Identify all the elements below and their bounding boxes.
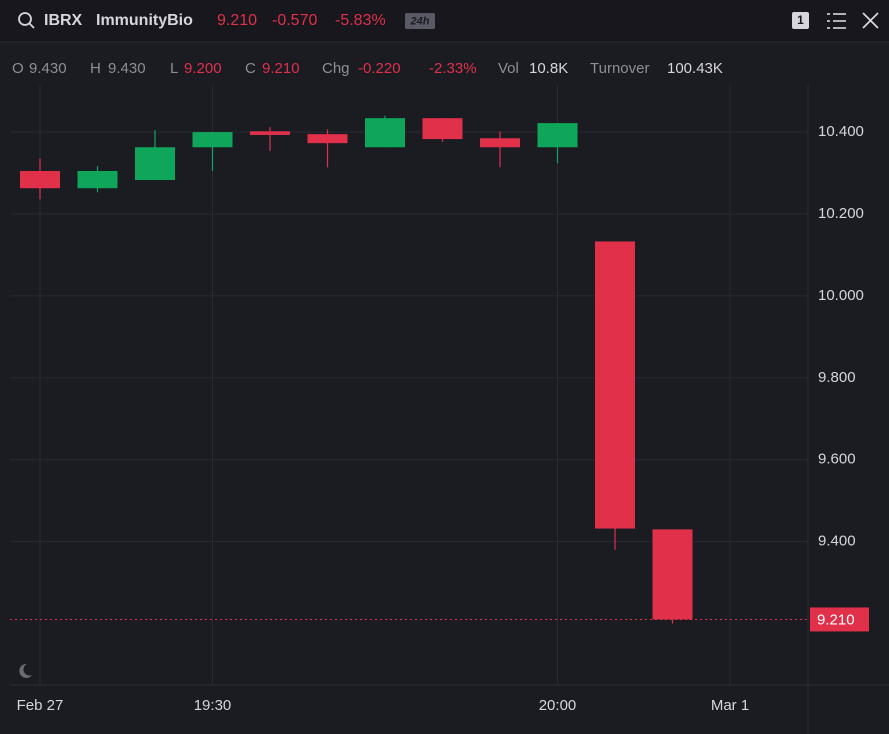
- y-tick-label: 10.200: [818, 205, 864, 222]
- close-value: 9.210: [262, 60, 300, 77]
- low-value: 9.200: [184, 60, 222, 77]
- x-tick-label: Mar 1: [711, 697, 749, 714]
- list-icon[interactable]: [827, 13, 846, 29]
- y-tick-label: 10.400: [818, 123, 864, 140]
- chg-value: -0.220: [358, 60, 401, 77]
- price-tag-label: 9.210: [817, 611, 855, 628]
- layout-button[interactable]: [792, 12, 809, 29]
- x-tick-label: 19:30: [194, 697, 232, 714]
- open-value: 9.430: [29, 60, 67, 77]
- turnover-value: 100.43K: [667, 60, 723, 77]
- top-bar: [0, 0, 889, 42]
- high-label: H: [90, 60, 101, 77]
- candle-body: [365, 118, 405, 148]
- candle-body: [422, 118, 463, 140]
- price: 9.210: [217, 12, 257, 29]
- y-tick-label: 9.600: [818, 451, 856, 468]
- x-tick-label: Feb 27: [17, 697, 64, 714]
- chg-label: Chg: [322, 60, 350, 77]
- candle-body: [135, 147, 175, 181]
- price-tag: [810, 607, 869, 632]
- candle-body: [250, 131, 290, 135]
- x-tick-label: 20:00: [539, 697, 577, 714]
- vol-label: Vol: [498, 60, 519, 77]
- candle-body: [652, 529, 693, 620]
- company: ImmunityBio: [96, 12, 193, 29]
- candle-body: [20, 171, 60, 189]
- vol-value: 10.8K: [529, 60, 568, 77]
- candle-body: [77, 171, 118, 189]
- turnover-label: Turnover: [590, 60, 649, 77]
- close-label: C: [245, 60, 256, 77]
- high-value: 9.430: [108, 60, 146, 77]
- chg-pct: -2.33%: [429, 60, 477, 77]
- theme-icon[interactable]: [19, 663, 32, 678]
- change-pct: -5.83%: [335, 12, 386, 29]
- change: -0.570: [272, 12, 317, 29]
- search-icon[interactable]: [18, 12, 35, 29]
- low-label: L: [170, 60, 178, 77]
- session-badge: [405, 13, 435, 29]
- candle-body: [480, 138, 520, 148]
- y-tick-label: 10.000: [818, 287, 864, 304]
- plot: 9.400 9.600 9.800 10.000 10.200 10.400 Feb 27 1…: [10, 85, 869, 714]
- candle-body: [307, 134, 348, 144]
- candle-body: [595, 241, 635, 529]
- layout-count: 1: [797, 13, 804, 27]
- open-label: O: [12, 60, 24, 77]
- close-icon[interactable]: [862, 12, 879, 29]
- ticker: IBRX: [44, 12, 83, 29]
- y-tick-label: 9.400: [818, 533, 856, 550]
- y-tick-label: 9.800: [818, 369, 856, 386]
- candle-body: [192, 132, 233, 148]
- candle-body: [537, 123, 578, 148]
- session: 24h: [410, 15, 430, 27]
